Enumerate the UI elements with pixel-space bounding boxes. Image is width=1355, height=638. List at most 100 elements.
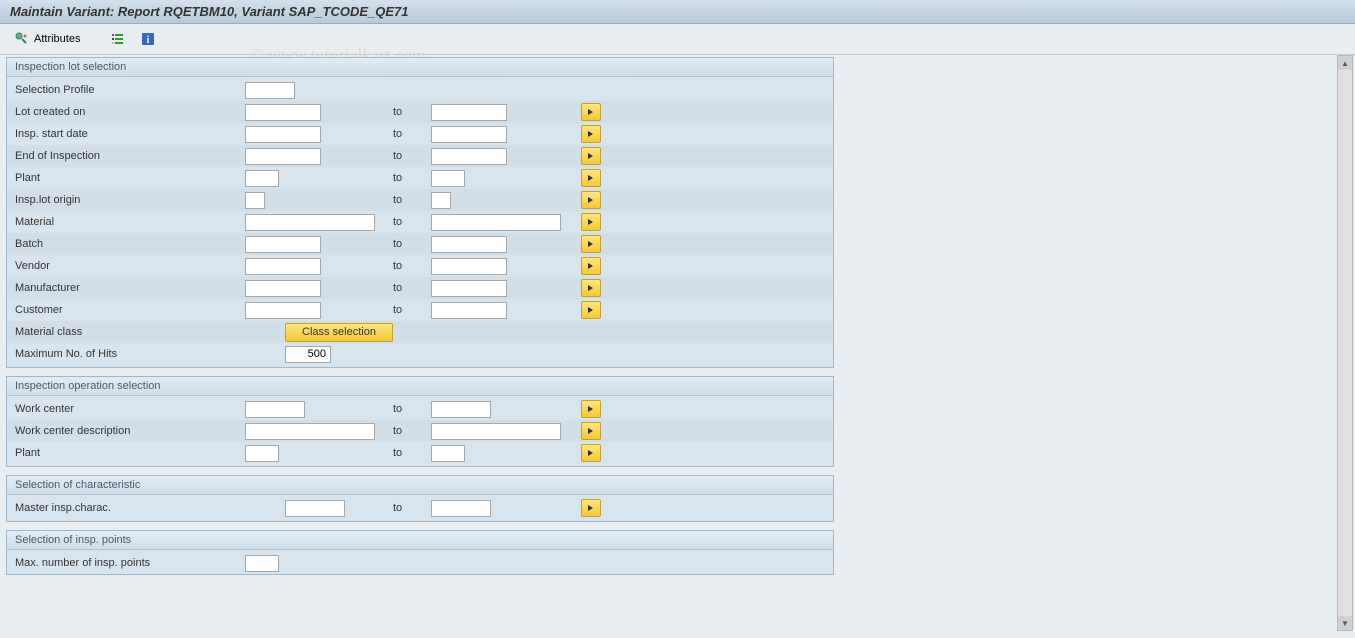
label-vendor: Vendor	[15, 260, 245, 272]
origin-from-input[interactable]	[245, 192, 265, 209]
batch-to-input[interactable]	[431, 236, 507, 253]
manufacturer-from-input[interactable]	[245, 280, 321, 297]
to-label: to	[393, 260, 423, 272]
work-center-to-input[interactable]	[431, 401, 491, 418]
row-customer: Customer to	[7, 299, 833, 321]
batch-from-input[interactable]	[245, 236, 321, 253]
toolbar-icon-1[interactable]	[106, 30, 130, 48]
end-insp-to-input[interactable]	[431, 148, 507, 165]
attributes-button[interactable]: Attributes	[10, 30, 84, 48]
row-manufacturer: Manufacturer to	[7, 277, 833, 299]
label-master-insp: Master insp.charac.	[15, 502, 245, 514]
class-selection-button[interactable]: Class selection	[285, 323, 393, 342]
row-insp-start-date: Insp. start date to	[7, 123, 833, 145]
material-from-input[interactable]	[245, 214, 375, 231]
work-center-desc-options-button[interactable]	[581, 422, 601, 440]
to-label: to	[393, 238, 423, 250]
plant-options-button[interactable]	[581, 169, 601, 187]
to-label: to	[393, 194, 423, 206]
max-insp-points-input[interactable]	[245, 555, 279, 572]
to-label: to	[393, 425, 423, 437]
row-work-center: Work center to	[7, 398, 833, 420]
label-lot-created-on: Lot created on	[15, 106, 245, 118]
label-max-hits: Maximum No. of Hits	[15, 348, 245, 360]
end-insp-from-input[interactable]	[245, 148, 321, 165]
row-vendor: Vendor to	[7, 255, 833, 277]
max-hits-input[interactable]	[285, 346, 331, 363]
material-options-button[interactable]	[581, 213, 601, 231]
to-label: to	[393, 172, 423, 184]
lot-created-from-input[interactable]	[245, 104, 321, 121]
selection-profile-input[interactable]	[245, 82, 295, 99]
lot-created-to-input[interactable]	[431, 104, 507, 121]
label-selection-profile: Selection Profile	[15, 84, 245, 96]
toolbar: Attributes i	[0, 24, 1355, 55]
row-work-center-desc: Work center description to	[7, 420, 833, 442]
material-to-input[interactable]	[431, 214, 561, 231]
label-work-center-desc: Work center description	[15, 425, 245, 437]
label-batch: Batch	[15, 238, 245, 250]
master-insp-from-input[interactable]	[285, 500, 345, 517]
customer-from-input[interactable]	[245, 302, 321, 319]
work-center-options-button[interactable]	[581, 400, 601, 418]
plant-from-input[interactable]	[245, 170, 279, 187]
vendor-from-input[interactable]	[245, 258, 321, 275]
label-work-center: Work center	[15, 403, 245, 415]
end-insp-options-button[interactable]	[581, 147, 601, 165]
batch-options-button[interactable]	[581, 235, 601, 253]
to-label: to	[393, 282, 423, 294]
manufacturer-options-button[interactable]	[581, 279, 601, 297]
manufacturer-to-input[interactable]	[431, 280, 507, 297]
to-label: to	[393, 150, 423, 162]
attributes-icon	[14, 31, 30, 47]
customer-options-button[interactable]	[581, 301, 601, 319]
customer-to-input[interactable]	[431, 302, 507, 319]
label-op-plant: Plant	[15, 447, 245, 459]
label-max-insp-points: Max. number of insp. points	[15, 557, 245, 569]
vendor-to-input[interactable]	[431, 258, 507, 275]
op-plant-from-input[interactable]	[245, 445, 279, 462]
group-header-characteristic: Selection of characteristic	[7, 476, 833, 495]
to-label: to	[393, 447, 423, 459]
vertical-scrollbar[interactable]: ▲ ▼	[1337, 55, 1353, 631]
insp-start-options-button[interactable]	[581, 125, 601, 143]
label-insp-lot-origin: Insp.lot origin	[15, 194, 245, 206]
group-inspection-lot: Inspection lot selection Selection Profi…	[6, 57, 834, 368]
to-label: to	[393, 128, 423, 140]
row-end-of-inspection: End of Inspection to	[7, 145, 833, 167]
label-plant: Plant	[15, 172, 245, 184]
plant-to-input[interactable]	[431, 170, 465, 187]
to-label: to	[393, 403, 423, 415]
insp-start-to-input[interactable]	[431, 126, 507, 143]
row-lot-created-on: Lot created on to	[7, 101, 833, 123]
toolbar-icon-2[interactable]: i	[136, 30, 160, 48]
lot-created-options-button[interactable]	[581, 103, 601, 121]
row-batch: Batch to	[7, 233, 833, 255]
master-insp-options-button[interactable]	[581, 499, 601, 517]
op-plant-to-input[interactable]	[431, 445, 465, 462]
master-insp-to-input[interactable]	[431, 500, 491, 517]
window-title: Maintain Variant: Report RQETBM10, Varia…	[10, 4, 409, 19]
group-inspection-operation: Inspection operation selection Work cent…	[6, 376, 834, 467]
label-end-of-inspection: End of Inspection	[15, 150, 245, 162]
svg-text:i: i	[147, 35, 150, 46]
row-op-plant: Plant to	[7, 442, 833, 464]
scroll-up-arrow[interactable]: ▲	[1338, 56, 1352, 70]
scroll-down-arrow[interactable]: ▼	[1338, 616, 1352, 630]
row-insp-lot-origin: Insp.lot origin to	[7, 189, 833, 211]
origin-to-input[interactable]	[431, 192, 451, 209]
vendor-options-button[interactable]	[581, 257, 601, 275]
row-max-hits: Maximum No. of Hits	[7, 343, 833, 365]
label-manufacturer: Manufacturer	[15, 282, 245, 294]
origin-options-button[interactable]	[581, 191, 601, 209]
row-selection-profile: Selection Profile	[7, 79, 833, 101]
row-plant: Plant to	[7, 167, 833, 189]
op-plant-options-button[interactable]	[581, 444, 601, 462]
insp-start-from-input[interactable]	[245, 126, 321, 143]
work-center-desc-to-input[interactable]	[431, 423, 561, 440]
work-center-desc-from-input[interactable]	[245, 423, 375, 440]
list-icon	[110, 31, 126, 47]
work-center-from-input[interactable]	[245, 401, 305, 418]
group-selection-characteristic: Selection of characteristic Master insp.…	[6, 475, 834, 522]
group-header-inspection-lot: Inspection lot selection	[7, 58, 833, 77]
